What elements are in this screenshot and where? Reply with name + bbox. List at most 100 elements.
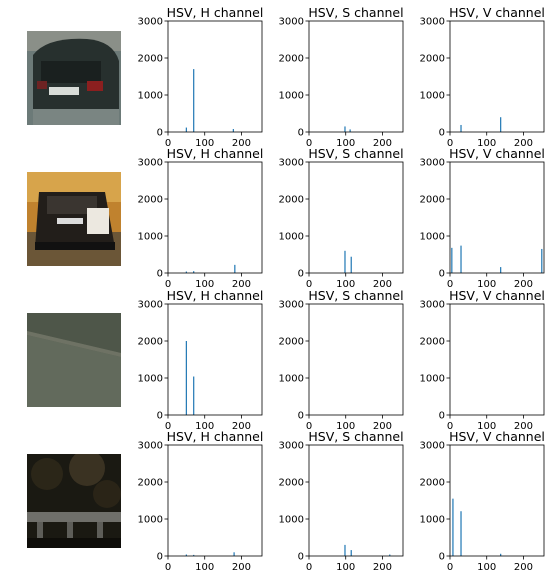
histogram-bar: [541, 248, 543, 273]
y-tick-label: 0: [298, 269, 304, 280]
y-tick-label: 3000: [138, 300, 163, 311]
axes-frame: [449, 20, 545, 133]
y-tick-label: 1000: [279, 91, 304, 102]
axes-frame: [167, 444, 263, 557]
histogram-bar: [460, 245, 462, 273]
y-tick-label: 2000: [138, 478, 163, 489]
y-tick-label: 2000: [138, 54, 163, 65]
x-tick-label: 100: [336, 279, 355, 290]
histogram-bar: [350, 256, 352, 273]
histogram-bar: [500, 117, 502, 132]
hist-r3-h: HSV, H channel 0 1000 2000 3000 0 100 200: [138, 288, 264, 432]
car-photo-2: [27, 172, 121, 266]
histogram-bar: [460, 124, 462, 132]
y-tick-label: 0: [157, 411, 163, 422]
hist-r4-v: HSV, V channel 0 1000 2000 3000 0 100 200: [420, 429, 545, 573]
y-tick-label: 3000: [138, 17, 163, 28]
hist-r4-s: HSV, S channel 0 1000 2000 3000 0 100 200: [279, 429, 404, 573]
x-tick-label: 0: [306, 138, 312, 149]
hist-r1-s: HSV, S channel 0 1000 2000 3000 0 100 200: [279, 5, 404, 149]
x-tick-label: 100: [477, 421, 496, 432]
y-tick-label: 0: [298, 128, 304, 139]
x-tick-label: 100: [336, 138, 355, 149]
histogram-bar: [193, 376, 195, 415]
histogram-bar: [350, 550, 352, 556]
x-tick-label: 200: [373, 279, 392, 290]
y-tick-label: 3000: [279, 17, 304, 28]
y-tick-label: 1000: [420, 232, 445, 243]
hist-r3-v: HSV, V channel 0 1000 2000 3000 0 100 200: [420, 288, 545, 432]
y-tick-label: 1000: [279, 232, 304, 243]
x-tick-label: 200: [514, 279, 533, 290]
histogram-bar: [193, 271, 195, 273]
histogram-bar: [193, 69, 195, 132]
histogram-bar: [500, 553, 502, 556]
x-tick-label: 0: [165, 138, 171, 149]
y-tick-label: 3000: [138, 158, 163, 169]
x-tick-label: 200: [232, 138, 251, 149]
x-tick-label: 0: [306, 421, 312, 432]
axes-frame: [167, 303, 263, 416]
x-tick-label: 200: [232, 279, 251, 290]
hist-r2-v: HSV, V channel 0 1000 2000 3000 0 100 200: [420, 146, 545, 290]
y-tick-label: 0: [298, 552, 304, 563]
x-tick-label: 200: [514, 138, 533, 149]
y-tick-label: 0: [298, 411, 304, 422]
histogram-bar: [451, 247, 453, 273]
axes-frame: [308, 444, 404, 557]
histogram-bar: [185, 271, 187, 273]
y-tick-label: 3000: [138, 441, 163, 452]
y-tick-label: 0: [157, 269, 163, 280]
chart-title: HSV, S channel: [308, 5, 403, 20]
y-tick-label: 3000: [420, 441, 445, 452]
y-tick-label: 2000: [420, 478, 445, 489]
y-tick-label: 1000: [279, 374, 304, 385]
thumbnail-row-3: [27, 313, 121, 407]
y-tick-label: 3000: [279, 441, 304, 452]
y-tick-label: 2000: [279, 195, 304, 206]
x-tick-label: 100: [336, 562, 355, 573]
car-photo-1: [27, 31, 121, 125]
x-tick-label: 200: [373, 138, 392, 149]
x-tick-label: 0: [165, 421, 171, 432]
y-tick-label: 2000: [279, 478, 304, 489]
x-tick-label: 0: [306, 279, 312, 290]
axes-frame: [167, 161, 263, 274]
y-tick-label: 0: [439, 269, 445, 280]
chart-title: HSV, V channel: [449, 429, 545, 444]
road-photo-3: [27, 313, 121, 407]
y-tick-label: 1000: [138, 374, 163, 385]
hist-r1-h: HSV, H channel 0 1000 2000 3000 0 100 200: [138, 5, 264, 149]
y-tick-label: 2000: [138, 337, 163, 348]
thumbnail-row-4: [27, 450, 121, 548]
x-tick-label: 100: [195, 138, 214, 149]
histogram-bar: [460, 511, 462, 556]
y-tick-label: 2000: [420, 54, 445, 65]
x-tick-label: 100: [195, 562, 214, 573]
histogram-bar: [452, 498, 454, 556]
chart-title: HSV, V channel: [449, 5, 545, 20]
x-tick-label: 100: [477, 138, 496, 149]
axes-frame: [449, 303, 545, 416]
y-tick-label: 2000: [279, 54, 304, 65]
x-tick-label: 100: [195, 421, 214, 432]
chart-title: HSV, H channel: [167, 429, 264, 444]
histogram-bar: [185, 554, 187, 556]
x-tick-label: 0: [447, 138, 453, 149]
x-tick-label: 200: [373, 562, 392, 573]
y-tick-label: 0: [157, 552, 163, 563]
y-tick-label: 1000: [138, 232, 163, 243]
hist-r4-h: HSV, H channel 0 1000 2000 3000 0 100 200: [138, 429, 264, 573]
x-tick-label: 100: [195, 279, 214, 290]
axes-frame: [449, 444, 545, 557]
hist-r3-s: HSV, S channel 0 1000 2000 3000 0 100 200: [279, 288, 404, 432]
y-tick-label: 0: [439, 552, 445, 563]
x-tick-label: 100: [477, 562, 496, 573]
axes-frame: [308, 303, 404, 416]
y-tick-label: 2000: [420, 195, 445, 206]
chart-title: HSV, H channel: [167, 288, 264, 303]
x-tick-label: 200: [514, 421, 533, 432]
chart-title: HSV, V channel: [449, 146, 545, 161]
y-tick-label: 1000: [279, 515, 304, 526]
